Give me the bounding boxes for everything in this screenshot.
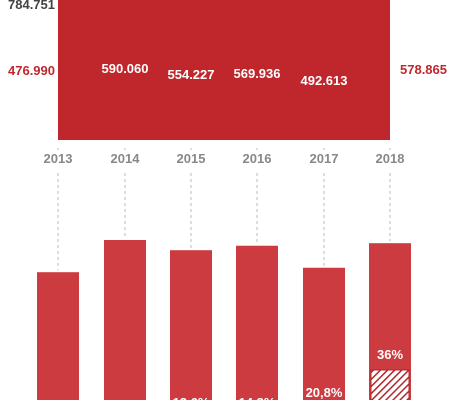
year-tick-label: 2017	[310, 151, 339, 166]
area-upper-value-label: 784.751	[8, 0, 55, 12]
area-chart: 476.990 590.060 554.227 569.936 492.613 578.8…	[8, 0, 447, 140]
area-lower-series	[58, 0, 390, 140]
bar-value-label: 36%	[377, 347, 403, 362]
bar	[104, 240, 146, 400]
bar	[170, 250, 212, 400]
area-value-label: 569.936	[234, 66, 281, 81]
year-tick-label: 2013	[44, 151, 73, 166]
area-value-label: 554.227	[168, 67, 215, 82]
bar-hatched-segment	[370, 369, 410, 400]
area-value-label: 590.060	[102, 61, 149, 76]
bar-chart: 12,6% 14,3% 20,8% 36%	[37, 240, 411, 400]
year-tick-label: 2018	[376, 151, 405, 166]
bar-value-label: 12,6%	[173, 395, 210, 400]
bar-value-label: 14,3%	[239, 395, 276, 400]
area-value-label: 476.990	[8, 63, 55, 78]
year-tick-label: 2016	[243, 151, 272, 166]
bar	[37, 272, 79, 400]
year-tick-label: 2014	[111, 151, 141, 166]
bar-value-label: 20,8%	[306, 385, 343, 400]
area-value-label: 492.613	[301, 73, 348, 88]
year-axis: 2013 2014 2015 2016 2017 2018	[44, 148, 405, 271]
area-value-label: 578.865	[400, 62, 447, 77]
bar	[236, 245, 278, 400]
bar	[303, 267, 345, 400]
year-tick-label: 2015	[177, 151, 206, 166]
